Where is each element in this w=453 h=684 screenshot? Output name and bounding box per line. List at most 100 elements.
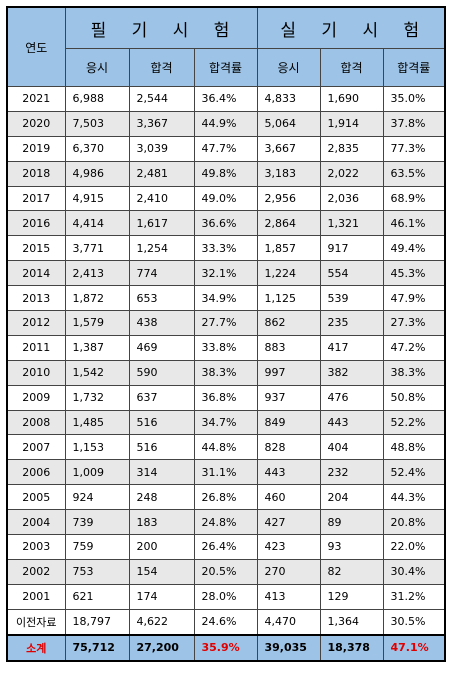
table-row: 2015 3,771 1,254 33.3% 1,857 917 49.4% — [6, 235, 446, 262]
written-rate-cell: 34.9% — [193, 285, 258, 312]
written-passed-cell: 516 — [128, 434, 195, 461]
practical-applicants-cell: 460 — [256, 484, 321, 511]
table-row: 2019 6,370 3,039 47.7% 3,667 2,835 77.3% — [6, 135, 446, 162]
written-applicants-cell: 621 — [64, 583, 130, 610]
written-passed-cell: 183 — [128, 509, 195, 536]
table-row: 2006 1,009 314 31.1% 443 232 52.4% — [6, 459, 446, 486]
written-rate-cell: 28.0% — [193, 583, 258, 610]
practical-applicants-header: 응시 — [256, 48, 321, 87]
written-applicants-cell: 1,872 — [64, 285, 130, 312]
written-rate-cell: 47.7% — [193, 135, 258, 162]
written-applicants-cell: 1,153 — [64, 434, 130, 461]
year-cell: 2010 — [6, 359, 66, 386]
year-cell: 2019 — [6, 135, 66, 162]
practical-applicants-cell: 3,183 — [256, 160, 321, 187]
written-applicants-cell: 739 — [64, 509, 130, 536]
written-passed-cell: 2,544 — [128, 86, 195, 112]
written-rate-cell: 32.1% — [193, 260, 258, 287]
written-rate-cell: 31.1% — [193, 459, 258, 486]
written-passed-cell: 774 — [128, 260, 195, 287]
written-passed-cell: 3,039 — [128, 135, 195, 162]
practical-applicants-cell: 5,064 — [256, 110, 321, 137]
table-row: 이전자료 18,797 4,622 24.6% 4,470 1,364 30.5% — [6, 608, 446, 636]
practical-passed-cell: 1,321 — [319, 210, 384, 237]
practical-rate-header: 합격률 — [382, 48, 446, 87]
written-applicants-cell: 7,503 — [64, 110, 130, 137]
practical-passed-cell: 2,036 — [319, 185, 384, 212]
practical-passed-cell: 235 — [319, 310, 384, 336]
table-row: 2002 753 154 20.5% 270 82 30.4% — [6, 558, 446, 585]
table-body: 2021 6,988 2,544 36.4% 4,833 1,690 35.0% 2020 7,… — [6, 86, 446, 636]
practical-passed-cell: 476 — [319, 384, 384, 411]
table-row: 2005 924 248 26.8% 460 204 44.3% — [6, 484, 446, 511]
practical-applicants-cell: 413 — [256, 583, 321, 610]
practical-applicants-cell: 862 — [256, 310, 321, 336]
exam-stats-container: 연도 필 기 시 험 실 기 시 험 응시 합격 합격률 응시 합격 합격률 2… — [6, 6, 447, 662]
table-row: 2009 1,732 637 36.8% 937 476 50.8% — [6, 384, 446, 411]
practical-applicants-cell: 1,224 — [256, 260, 321, 287]
practical-passed-cell: 404 — [319, 434, 384, 461]
practical-rate-cell: 50.8% — [382, 384, 446, 411]
practical-applicants-cell: 997 — [256, 359, 321, 386]
practical-passed-cell: 204 — [319, 484, 384, 511]
exam-stats-table: 연도 필 기 시 험 실 기 시 험 응시 합격 합격률 응시 합격 합격률 2… — [6, 6, 447, 662]
practical-applicants-cell: 1,125 — [256, 285, 321, 312]
year-cell: 2017 — [6, 185, 66, 212]
total-written-rate: 35.9% — [193, 633, 258, 662]
written-rate-cell: 34.7% — [193, 409, 258, 436]
written-rate-cell: 36.6% — [193, 210, 258, 237]
written-applicants-cell: 1,579 — [64, 310, 130, 336]
practical-rate-cell: 52.2% — [382, 409, 446, 436]
written-passed-cell: 516 — [128, 409, 195, 436]
practical-applicants-cell: 4,833 — [256, 86, 321, 112]
practical-exam-header: 실 기 시 험 — [256, 6, 446, 49]
practical-applicants-cell: 423 — [256, 534, 321, 560]
written-rate-cell: 24.8% — [193, 509, 258, 536]
year-cell: 2013 — [6, 285, 66, 312]
table-row: 2007 1,153 516 44.8% 828 404 48.8% — [6, 434, 446, 461]
practical-passed-cell: 539 — [319, 285, 384, 312]
written-applicants-cell: 1,485 — [64, 409, 130, 436]
practical-rate-cell: 45.3% — [382, 260, 446, 287]
written-passed-cell: 154 — [128, 558, 195, 585]
written-passed-cell: 314 — [128, 459, 195, 486]
practical-rate-cell: 47.9% — [382, 285, 446, 312]
year-cell: 이전자료 — [6, 608, 66, 636]
year-cell: 2012 — [6, 310, 66, 336]
written-rate-header: 합격률 — [193, 48, 258, 87]
practical-applicants-cell: 828 — [256, 434, 321, 461]
written-rate-cell: 36.8% — [193, 384, 258, 411]
written-passed-cell: 637 — [128, 384, 195, 411]
total-practical-passed: 18,378 — [319, 633, 384, 662]
table-row: 2011 1,387 469 33.8% 883 417 47.2% — [6, 334, 446, 361]
written-applicants-cell: 3,771 — [64, 235, 130, 262]
written-applicants-cell: 1,542 — [64, 359, 130, 386]
written-passed-cell: 469 — [128, 334, 195, 361]
written-applicants-cell: 4,915 — [64, 185, 130, 212]
year-cell: 2006 — [6, 459, 66, 486]
table-row: 2003 759 200 26.4% 423 93 22.0% — [6, 534, 446, 560]
written-rate-cell: 38.3% — [193, 359, 258, 386]
written-rate-cell: 33.3% — [193, 235, 258, 262]
written-applicants-cell: 6,370 — [64, 135, 130, 162]
year-cell: 2003 — [6, 534, 66, 560]
practical-rate-cell: 27.3% — [382, 310, 446, 336]
practical-rate-cell: 31.2% — [382, 583, 446, 610]
practical-rate-cell: 30.5% — [382, 608, 446, 636]
year-cell: 2009 — [6, 384, 66, 411]
written-applicants-cell: 1,732 — [64, 384, 130, 411]
practical-rate-cell: 63.5% — [382, 160, 446, 187]
table-row: 2016 4,414 1,617 36.6% 2,864 1,321 46.1% — [6, 210, 446, 237]
written-rate-cell: 24.6% — [193, 608, 258, 636]
practical-rate-cell: 48.8% — [382, 434, 446, 461]
practical-passed-cell: 129 — [319, 583, 384, 610]
written-rate-cell: 44.9% — [193, 110, 258, 137]
practical-applicants-cell: 1,857 — [256, 235, 321, 262]
practical-passed-cell: 382 — [319, 359, 384, 386]
practical-rate-cell: 52.4% — [382, 459, 446, 486]
practical-applicants-cell: 4,470 — [256, 608, 321, 636]
year-cell: 2007 — [6, 434, 66, 461]
table-row: 2021 6,988 2,544 36.4% 4,833 1,690 35.0% — [6, 86, 446, 112]
year-cell: 2001 — [6, 583, 66, 610]
practical-passed-cell: 89 — [319, 509, 384, 536]
